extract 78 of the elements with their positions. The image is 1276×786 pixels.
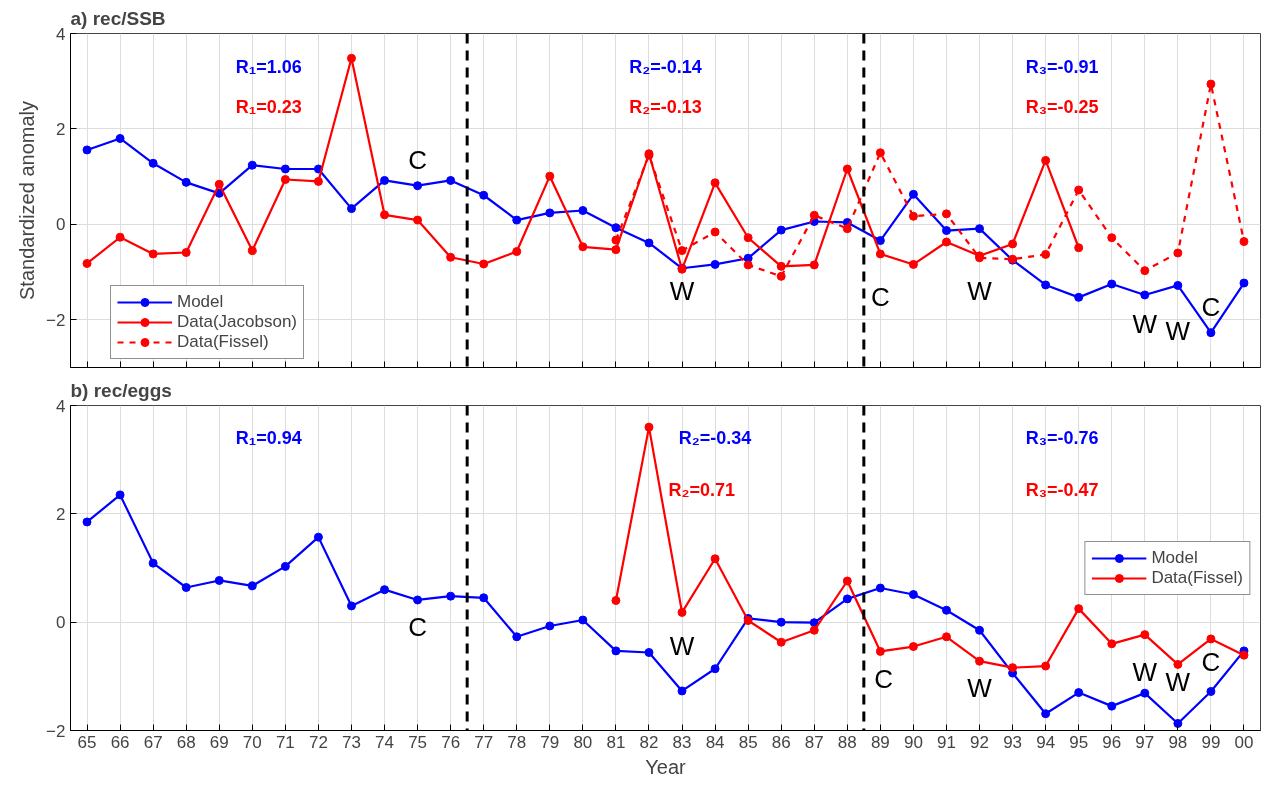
x-tick-label: 65	[77, 732, 97, 752]
annotation: W	[669, 275, 695, 306]
annotation: R₁=0.23	[235, 96, 302, 117]
x-tick-label: 77	[474, 732, 494, 752]
legend-label: Data(Fissel)	[1151, 567, 1243, 588]
x-tick-label: 80	[573, 732, 593, 752]
annotation: W	[1165, 315, 1191, 346]
x-tick-label: 71	[275, 732, 295, 752]
x-tick-label: 68	[176, 732, 196, 752]
x-tick-label: 92	[970, 732, 989, 752]
annotation: W	[669, 631, 695, 661]
legend-label: Data(Fissel)	[177, 332, 269, 352]
x-tick-label: 89	[870, 732, 890, 752]
x-tick-label: 98	[1168, 732, 1188, 752]
annotation: R₂=-0.13	[629, 96, 702, 117]
annotation: C	[408, 145, 427, 176]
x-tick-label: 95	[1069, 732, 1089, 752]
x-tick-label: 79	[540, 732, 560, 752]
x-tick-label: 85	[738, 732, 758, 752]
x-tick-label: 81	[606, 732, 626, 752]
annotation: R₁=0.94	[235, 428, 302, 448]
x-tick-label: 96	[1102, 732, 1122, 752]
chart-title: b) rec/eggs	[70, 379, 172, 401]
annotation: C	[874, 663, 894, 694]
x-tick-label: 87	[804, 732, 824, 752]
y-tick-label: 0	[56, 613, 66, 633]
y-tick-label: 0	[56, 215, 66, 235]
x-tick-label: 82	[639, 732, 659, 752]
legend-label: Model	[1151, 547, 1198, 568]
x-tick-label: 93	[1003, 732, 1023, 752]
legend-label: Data(Jacobson)	[177, 312, 298, 332]
annotation: C	[1201, 647, 1221, 678]
y-tick-label: 4	[56, 396, 66, 416]
legend-label: Model	[177, 292, 224, 312]
x-tick-label: 73	[342, 732, 361, 752]
annotation: R₂=0.71	[668, 480, 736, 500]
annotation: C	[408, 611, 427, 642]
x-tick-label: 00	[1234, 732, 1254, 752]
x-tick-label: 83	[672, 732, 692, 752]
x-tick-label: 67	[143, 732, 163, 752]
x-tick-label: 88	[837, 732, 857, 752]
x-tick-label: 76	[441, 732, 461, 752]
x-tick-label: 78	[507, 732, 527, 752]
annotation: C	[1201, 292, 1221, 323]
annotation: R₂=-0.34	[678, 428, 752, 448]
x-tick-label: 97	[1135, 732, 1155, 752]
annotation: W	[967, 275, 993, 306]
y-tick-label: 2	[56, 119, 66, 139]
annotation: R₃=-0.76	[1025, 428, 1099, 448]
annotation: W	[967, 673, 993, 704]
annotation: W	[1132, 309, 1158, 340]
annotation: W	[1165, 666, 1191, 697]
x-tick-label: 90	[903, 732, 923, 752]
annotation: C	[870, 282, 890, 313]
chart-title: a) rec/SSB	[70, 7, 166, 29]
x-tick-label: 72	[308, 732, 328, 752]
x-tick-label: 74	[375, 732, 394, 752]
x-tick-label: 99	[1201, 732, 1221, 752]
annotation: R₂=-0.14	[629, 56, 702, 77]
x-tick-label: 75	[408, 732, 428, 752]
x-tick-label: 86	[771, 732, 791, 752]
annotation: R₃=-0.91	[1025, 56, 1099, 77]
y-tick-label: 2	[56, 504, 66, 524]
x-tick-label: 69	[209, 732, 229, 752]
annotation: R₃=-0.25	[1025, 96, 1099, 117]
x-tick-label: 91	[937, 732, 956, 752]
annotation: W	[1132, 657, 1158, 687]
y-tick-label: 4	[56, 24, 66, 44]
annotation: R₃=-0.47	[1025, 480, 1099, 500]
y-axis-title: Standardized anomaly	[16, 100, 39, 301]
x-axis-title: Year	[645, 755, 687, 778]
y-tick-label: −2	[46, 721, 66, 741]
x-tick-label: 94	[1036, 732, 1056, 752]
x-tick-label: 84	[705, 732, 725, 752]
x-tick-label: 66	[110, 732, 130, 752]
x-tick-label: 70	[242, 732, 262, 752]
annotation: R₁=1.06	[235, 56, 302, 77]
y-tick-label: −2	[46, 310, 66, 330]
